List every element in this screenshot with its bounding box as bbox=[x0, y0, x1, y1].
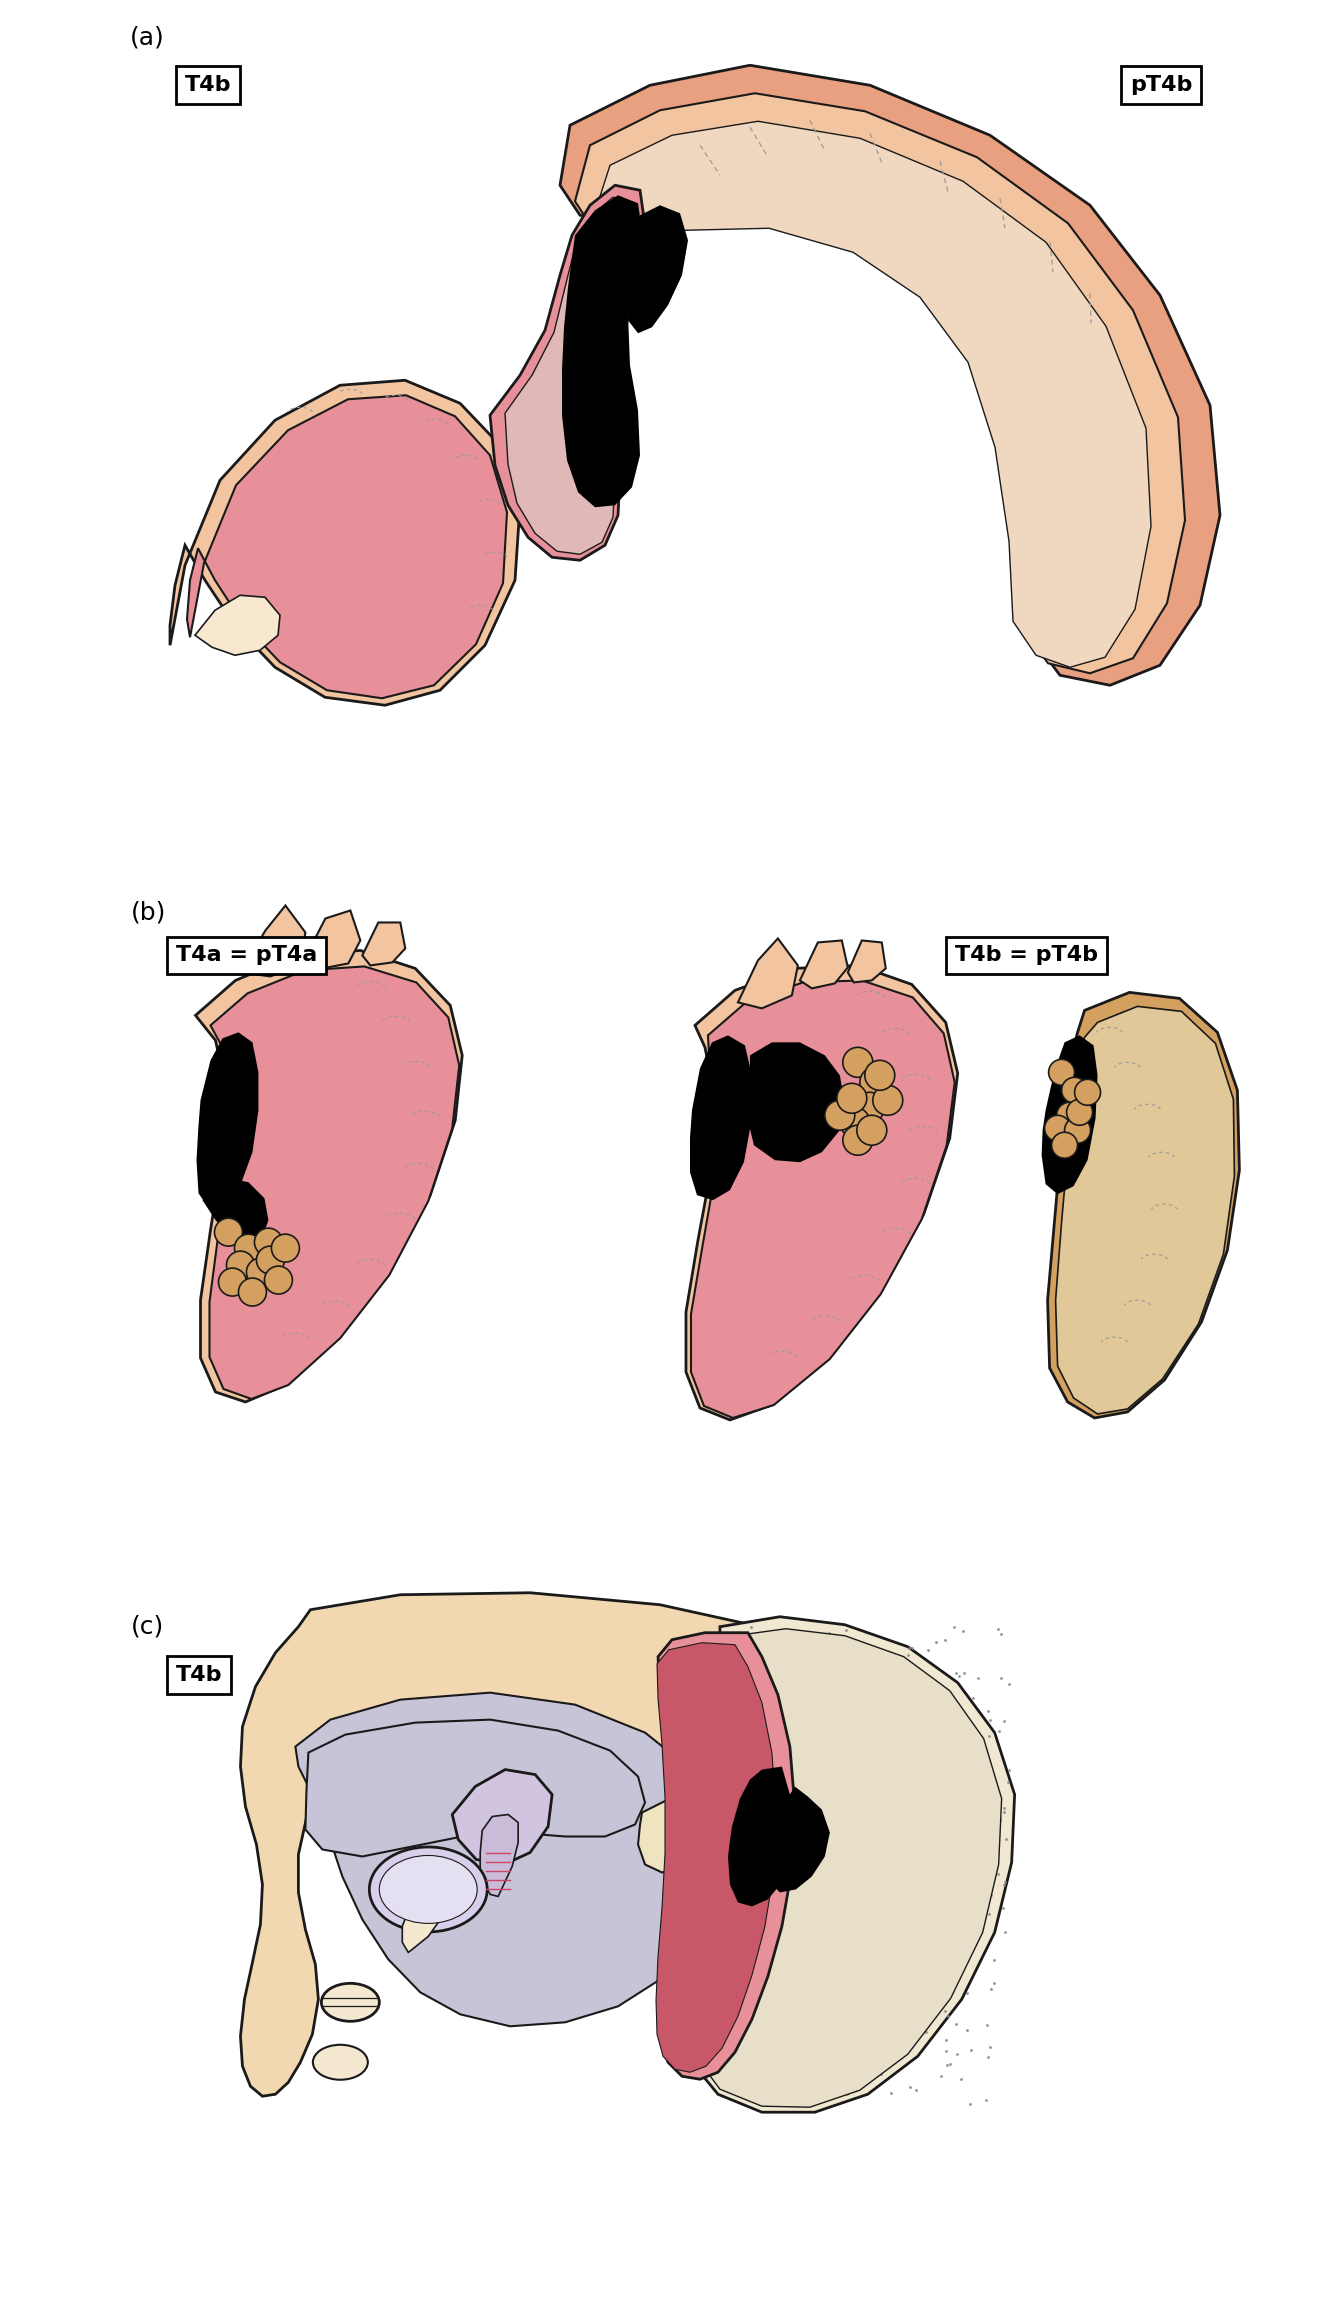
Polygon shape bbox=[490, 184, 646, 560]
Circle shape bbox=[239, 1279, 267, 1306]
Polygon shape bbox=[196, 1032, 259, 1207]
Circle shape bbox=[219, 1267, 247, 1297]
Text: T4a = pT4a: T4a = pT4a bbox=[176, 945, 317, 965]
Polygon shape bbox=[560, 65, 1220, 684]
Circle shape bbox=[864, 1060, 895, 1090]
Circle shape bbox=[271, 1235, 299, 1263]
Polygon shape bbox=[240, 905, 306, 977]
Circle shape bbox=[856, 1115, 887, 1145]
Polygon shape bbox=[628, 205, 688, 334]
Circle shape bbox=[1064, 1117, 1091, 1143]
Polygon shape bbox=[691, 982, 954, 1417]
Circle shape bbox=[264, 1267, 293, 1295]
Text: T4b: T4b bbox=[185, 76, 232, 94]
Polygon shape bbox=[196, 952, 462, 1401]
Ellipse shape bbox=[369, 1848, 487, 1931]
Ellipse shape bbox=[313, 2044, 368, 2081]
Circle shape bbox=[825, 1101, 855, 1131]
Polygon shape bbox=[187, 396, 507, 698]
Text: (c): (c) bbox=[130, 1615, 164, 1638]
Circle shape bbox=[1048, 1060, 1075, 1085]
Polygon shape bbox=[688, 1617, 1015, 2113]
Polygon shape bbox=[1056, 1007, 1235, 1415]
Polygon shape bbox=[480, 1816, 518, 1896]
Text: pT4b: pT4b bbox=[1130, 76, 1193, 94]
Polygon shape bbox=[738, 938, 798, 1009]
Circle shape bbox=[1067, 1099, 1092, 1124]
Text: T4b: T4b bbox=[176, 1666, 221, 1684]
Polygon shape bbox=[209, 965, 459, 1399]
Polygon shape bbox=[686, 965, 958, 1419]
Polygon shape bbox=[637, 1799, 705, 1873]
Circle shape bbox=[1052, 1131, 1078, 1159]
Circle shape bbox=[1044, 1115, 1071, 1140]
Polygon shape bbox=[362, 922, 405, 965]
Circle shape bbox=[837, 1083, 867, 1113]
Ellipse shape bbox=[380, 1855, 478, 1924]
Polygon shape bbox=[574, 92, 1185, 673]
Text: (b): (b) bbox=[130, 901, 166, 924]
Polygon shape bbox=[505, 198, 637, 555]
Circle shape bbox=[840, 1108, 870, 1138]
Polygon shape bbox=[747, 1041, 845, 1161]
Text: T4b = pT4b: T4b = pT4b bbox=[954, 945, 1098, 965]
Polygon shape bbox=[306, 910, 361, 968]
Polygon shape bbox=[727, 1767, 794, 1905]
Circle shape bbox=[872, 1085, 903, 1115]
Polygon shape bbox=[658, 1634, 794, 2078]
Circle shape bbox=[843, 1048, 872, 1078]
Circle shape bbox=[1056, 1101, 1083, 1129]
Polygon shape bbox=[656, 1643, 776, 2071]
Polygon shape bbox=[240, 1592, 954, 2097]
Polygon shape bbox=[452, 1769, 552, 1864]
Polygon shape bbox=[1048, 993, 1240, 1417]
Circle shape bbox=[235, 1235, 263, 1263]
Polygon shape bbox=[562, 196, 641, 507]
Polygon shape bbox=[593, 122, 1151, 668]
Circle shape bbox=[1062, 1078, 1087, 1104]
Polygon shape bbox=[203, 1177, 268, 1242]
Circle shape bbox=[255, 1228, 282, 1256]
Circle shape bbox=[860, 1067, 890, 1097]
Circle shape bbox=[1075, 1078, 1100, 1106]
Circle shape bbox=[256, 1246, 285, 1274]
Polygon shape bbox=[306, 1719, 646, 1857]
Text: pT4b: pT4b bbox=[760, 1666, 823, 1684]
Circle shape bbox=[855, 1092, 884, 1122]
Polygon shape bbox=[768, 1786, 829, 1892]
Polygon shape bbox=[848, 940, 886, 982]
Ellipse shape bbox=[321, 1984, 380, 2021]
Polygon shape bbox=[295, 1693, 719, 2025]
Circle shape bbox=[227, 1251, 255, 1279]
Polygon shape bbox=[690, 1034, 752, 1200]
Circle shape bbox=[843, 1124, 872, 1154]
Circle shape bbox=[215, 1219, 243, 1246]
Text: (a): (a) bbox=[130, 25, 165, 48]
Polygon shape bbox=[195, 594, 280, 654]
Polygon shape bbox=[1041, 1034, 1098, 1193]
Polygon shape bbox=[694, 1629, 1001, 2108]
Polygon shape bbox=[800, 940, 848, 988]
Polygon shape bbox=[170, 380, 519, 705]
Circle shape bbox=[247, 1258, 274, 1286]
Polygon shape bbox=[403, 1896, 443, 1951]
